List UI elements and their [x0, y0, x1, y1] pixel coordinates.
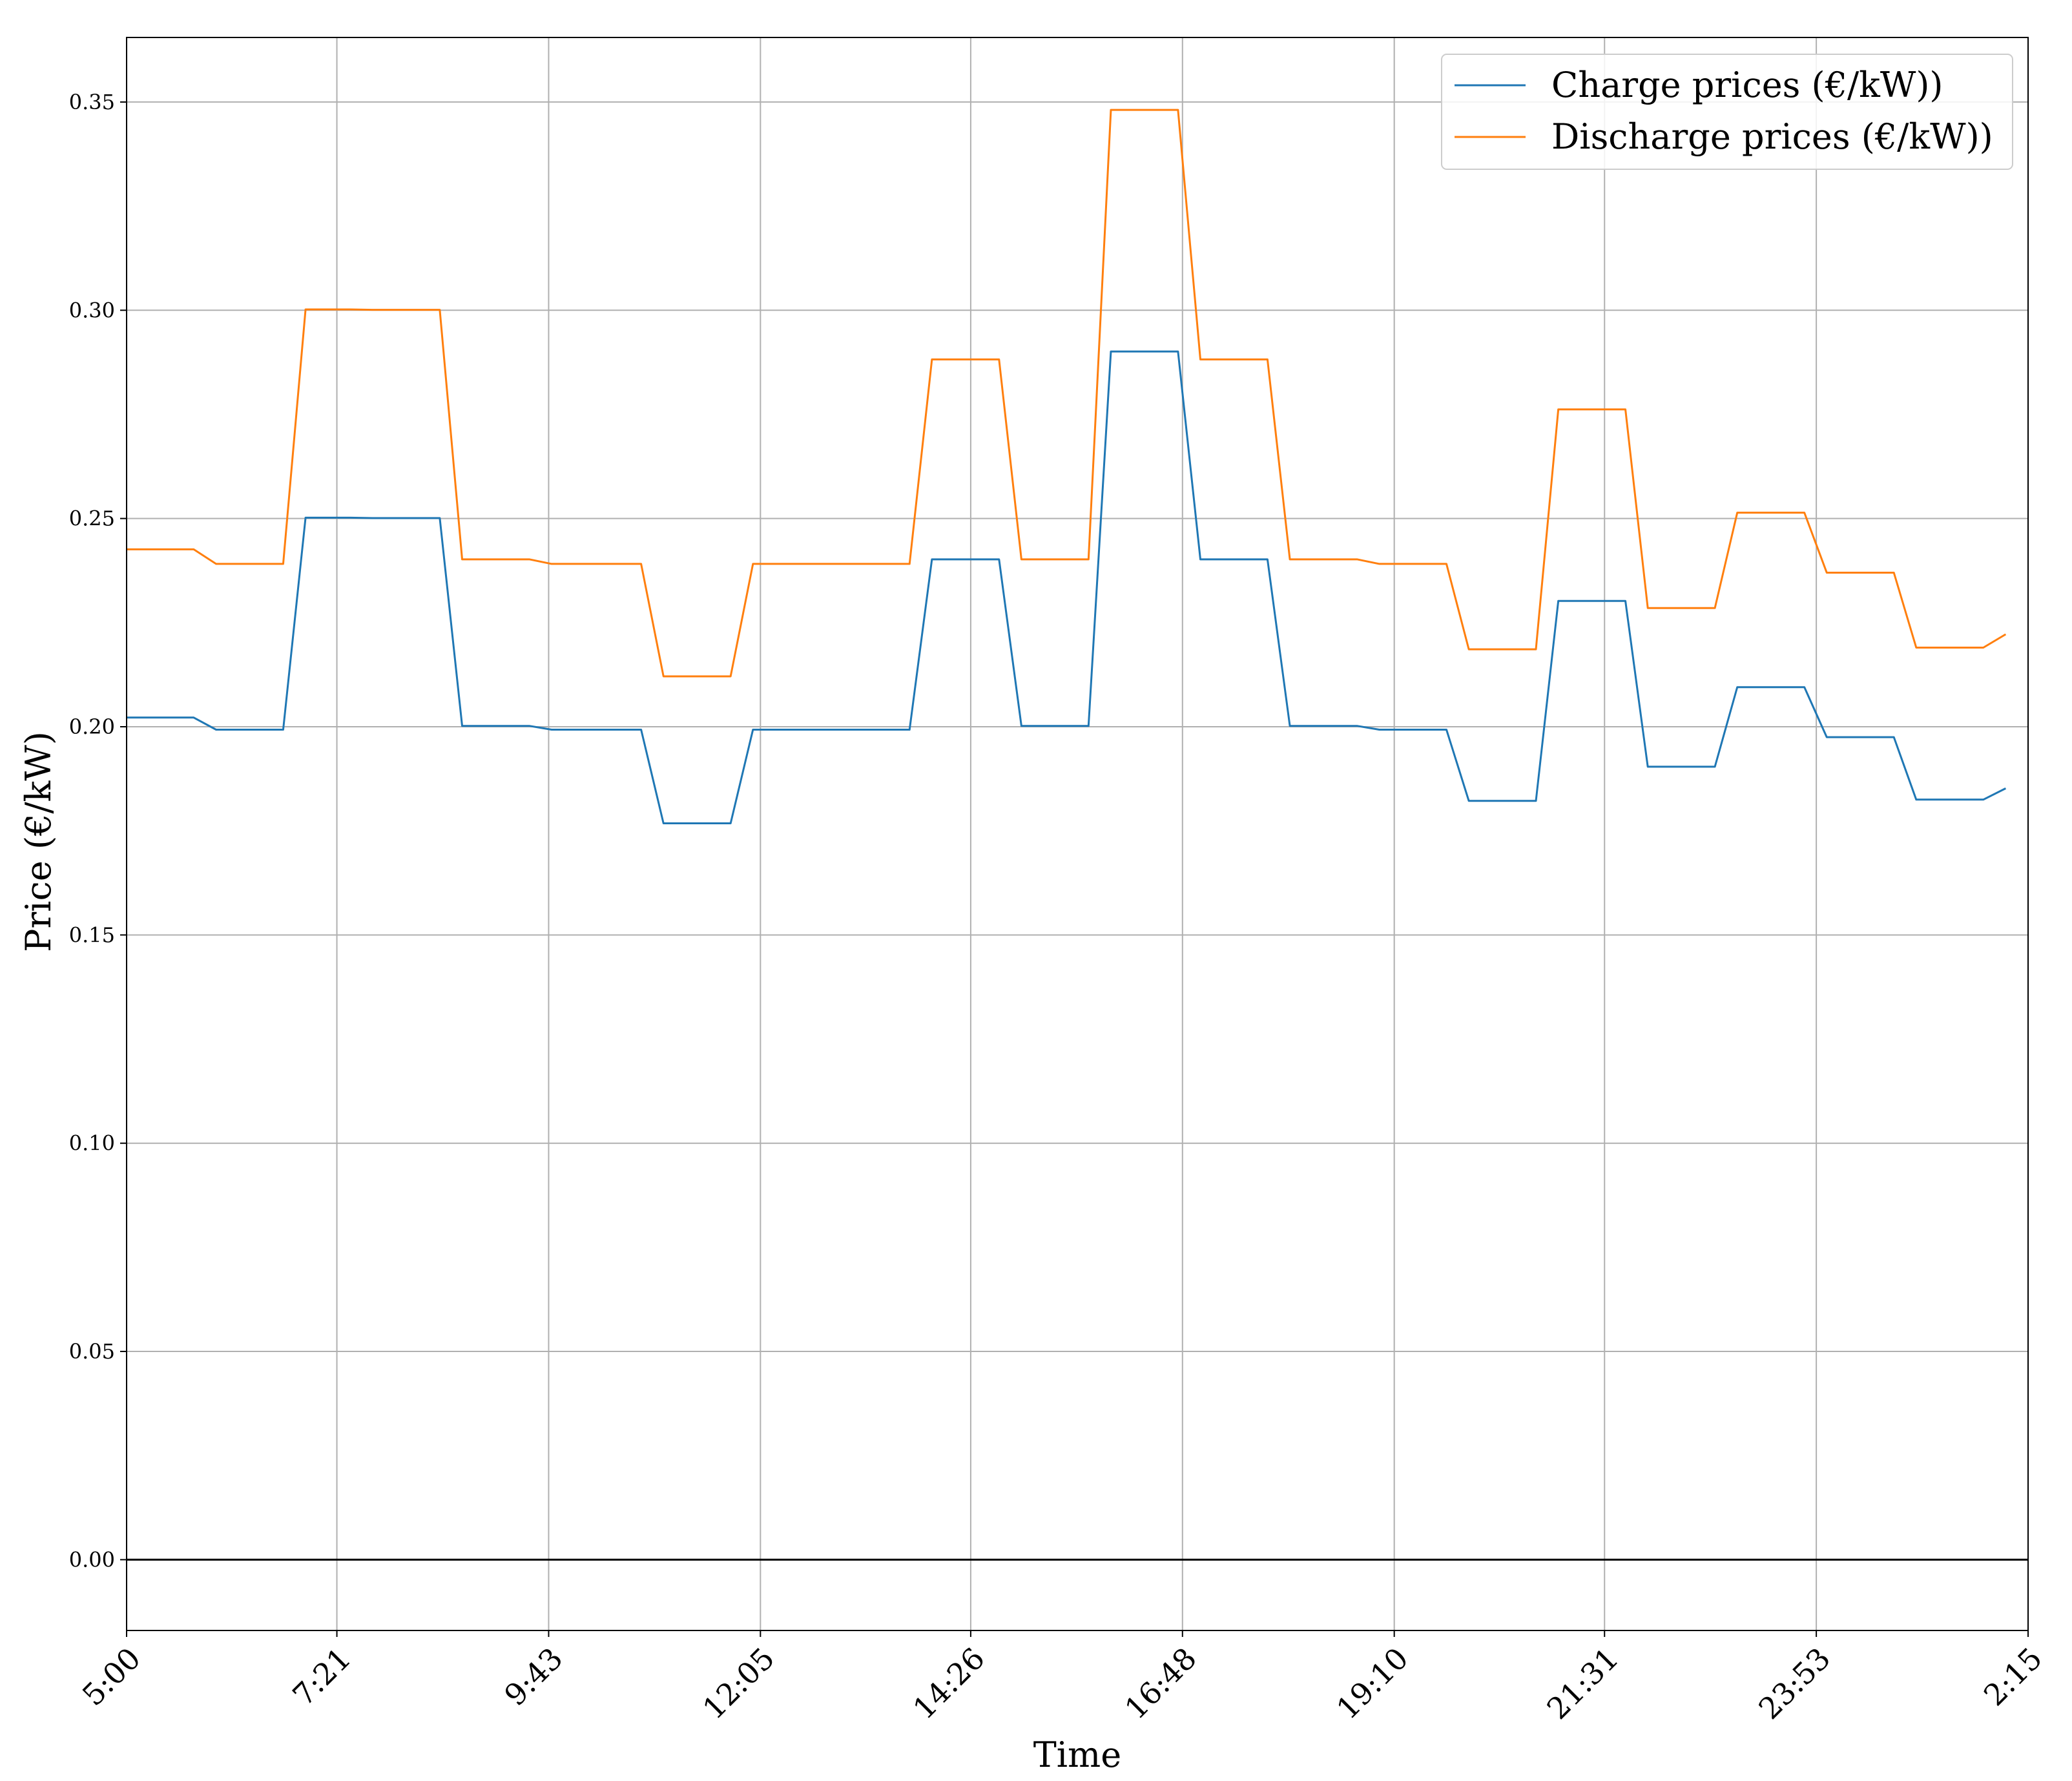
x-tick-label: 12:05: [696, 1641, 782, 1726]
y-axis-label: Price (€/kW): [18, 731, 59, 952]
x-tick-label: 7:21: [285, 1641, 357, 1713]
y-tick-label: 0.35: [69, 90, 115, 114]
charge-prices-line: [127, 350, 2007, 825]
y-tick-label: 0.10: [69, 1131, 115, 1156]
x-tick-label: 23:53: [1752, 1641, 1837, 1726]
x-axis: 5:00 7:21 9:43 12:05 14:26 16:48 19:10 21:31 23:…: [76, 1630, 2049, 1726]
legend-label-discharge: Discharge prices (€/kW)): [1551, 116, 1993, 157]
x-tick-label: 14:26: [906, 1641, 991, 1726]
legend-label-charge: Charge prices (€/kW)): [1551, 65, 1943, 105]
y-tick-label: 0.20: [69, 714, 115, 739]
x-tick-label: 19:10: [1330, 1641, 1415, 1726]
y-tick-label: 0.30: [69, 298, 115, 322]
plot-frame: [126, 37, 2029, 1631]
legend-box: [1441, 54, 2013, 170]
series-layer: [127, 109, 2007, 825]
discharge-prices-line: [127, 109, 2007, 678]
legend: Charge prices (€/kW)) Discharge prices (…: [1441, 54, 2013, 170]
x-tick-label: 16:48: [1118, 1641, 1203, 1726]
x-tick-label: 2:15: [1977, 1641, 2049, 1713]
y-axis: 0.00 0.05 0.10 0.15 0.20 0.25 0.30 0.35: [69, 90, 127, 1572]
y-tick-label: 0.25: [69, 506, 115, 531]
x-tick-label: 9:43: [497, 1641, 569, 1713]
y-tick-label: 0.05: [69, 1339, 115, 1364]
y-tick-label: 0.15: [69, 922, 115, 947]
grid-layer: [126, 37, 2029, 1630]
x-axis-label: Time: [1033, 1734, 1121, 1775]
x-tick-label: 21:31: [1540, 1641, 1625, 1726]
y-tick-label: 0.00: [69, 1547, 115, 1572]
x-tick-label: 5:00: [76, 1641, 147, 1713]
